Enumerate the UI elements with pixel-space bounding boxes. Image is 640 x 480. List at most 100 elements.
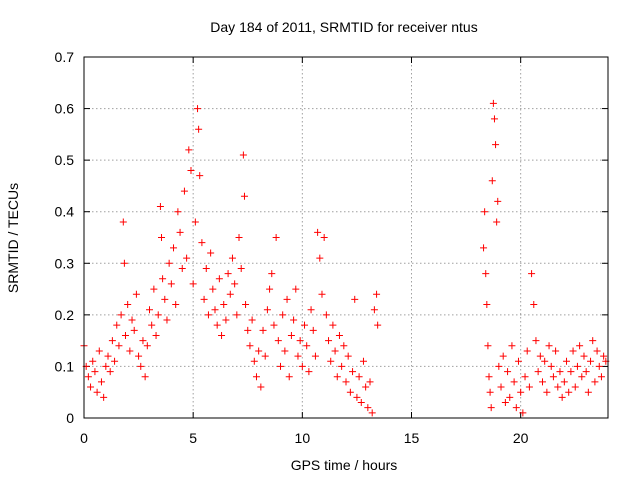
- data-point: [316, 254, 324, 262]
- data-point: [309, 326, 317, 334]
- data-point: [189, 280, 197, 288]
- data-point: [571, 383, 579, 391]
- data-point: [89, 357, 97, 365]
- data-point: [239, 151, 247, 159]
- data-point: [495, 362, 503, 370]
- data-point: [364, 404, 372, 412]
- data-point: [113, 321, 121, 329]
- y-axis-label: SRMTID / TECUs: [5, 183, 21, 293]
- data-point: [576, 342, 584, 350]
- data-point: [366, 378, 374, 386]
- data-point: [161, 295, 169, 303]
- data-point: [163, 316, 171, 324]
- data-point: [331, 347, 339, 355]
- data-point: [525, 383, 533, 391]
- data-point: [327, 357, 335, 365]
- data-point: [481, 208, 489, 216]
- y-tick-label: 0.2: [55, 307, 75, 323]
- data-point: [501, 399, 509, 407]
- data-point: [351, 295, 359, 303]
- data-point: [573, 362, 581, 370]
- data-point: [172, 301, 180, 309]
- data-point: [584, 388, 592, 396]
- data-point: [156, 203, 164, 211]
- data-point: [589, 337, 597, 345]
- data-point: [582, 368, 590, 376]
- x-tick-label: 20: [513, 430, 529, 446]
- data-point: [215, 275, 223, 283]
- data-point: [237, 264, 245, 272]
- data-point: [233, 311, 241, 319]
- chart-title: Day 184 of 2011, SRMTID for receiver ntu…: [210, 19, 477, 35]
- data-point: [362, 383, 370, 391]
- tick-layer: 0 0.1 0.2 0.3 0.4 0.5 0.6 0.7 0 5 10 15 20: [55, 49, 608, 446]
- data-point: [593, 347, 601, 355]
- data-point: [483, 301, 491, 309]
- data-point: [246, 342, 254, 350]
- data-point: [355, 373, 363, 381]
- data-point: [325, 337, 333, 345]
- data-point: [340, 342, 348, 350]
- data-point: [541, 357, 549, 365]
- data-point: [556, 368, 564, 376]
- data-point: [266, 285, 274, 293]
- data-point: [320, 234, 328, 241]
- data-point: [485, 373, 493, 381]
- data-point: [135, 352, 143, 360]
- data-point: [523, 347, 531, 355]
- data-point: [563, 357, 571, 365]
- y-tick-label: 0.1: [55, 358, 75, 374]
- data-point: [558, 393, 566, 401]
- data-point: [368, 409, 376, 417]
- x-tick-label: 10: [295, 430, 311, 446]
- data-point: [374, 321, 382, 329]
- data-point: [335, 331, 343, 339]
- data-point: [218, 331, 226, 339]
- data-point: [514, 357, 522, 365]
- data-point: [178, 264, 186, 272]
- data-point: [303, 342, 311, 350]
- data-point: [150, 285, 158, 293]
- data-point: [185, 146, 193, 154]
- data-point: [194, 105, 202, 113]
- data-point: [296, 337, 304, 345]
- data-point: [480, 244, 488, 252]
- y-tick-label: 0.5: [55, 152, 75, 168]
- data-point: [231, 280, 239, 288]
- data-point: [213, 321, 221, 329]
- data-point: [126, 347, 134, 355]
- data-point: [137, 362, 145, 370]
- data-point: [146, 306, 153, 314]
- data-point: [222, 316, 230, 324]
- data-point: [202, 264, 210, 272]
- data-point: [248, 316, 256, 324]
- data-point: [488, 177, 496, 185]
- data-point: [519, 409, 527, 417]
- y-tick-label: 0.7: [55, 49, 75, 65]
- data-point: [482, 270, 490, 278]
- data-point: [124, 301, 132, 309]
- data-point: [200, 295, 208, 303]
- data-point: [120, 259, 128, 267]
- data-point: [567, 368, 575, 376]
- data-point: [183, 254, 191, 262]
- data-point: [167, 280, 175, 288]
- data-point: [272, 234, 280, 241]
- data-point: [489, 99, 497, 107]
- data-point: [565, 388, 573, 396]
- data-point: [117, 311, 125, 319]
- data-point: [211, 306, 219, 314]
- data-point: [220, 301, 228, 309]
- data-point: [277, 362, 284, 370]
- data-point: [132, 290, 140, 298]
- x-tick-label: 0: [80, 430, 88, 446]
- data-point: [552, 347, 560, 355]
- data-point: [554, 383, 562, 391]
- x-axis-label: GPS time / hours: [291, 457, 398, 473]
- data-point: [176, 228, 184, 236]
- data-point: [547, 362, 555, 370]
- data-point: [170, 244, 178, 252]
- data-point: [244, 326, 252, 334]
- data-point: [370, 306, 378, 314]
- data-point: [338, 362, 346, 370]
